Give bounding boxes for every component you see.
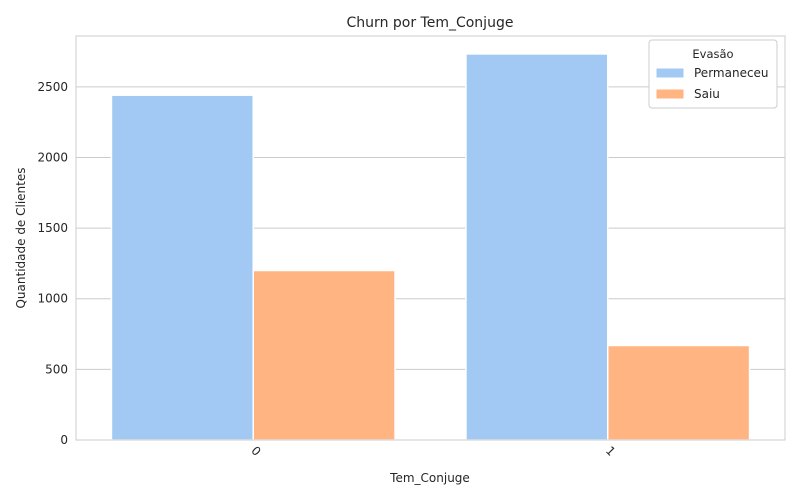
y-tick-label: 0 [60, 433, 68, 447]
chart-title: Churn por Tem_Conjuge [347, 15, 514, 31]
legend-title: Evasão [692, 47, 733, 61]
legend-label-permaneceu: Permaneceu [694, 66, 769, 80]
y-tick-label: 1000 [37, 292, 68, 306]
legend-swatch-permaneceu [655, 67, 685, 79]
y-tick-labels: 0 500 1000 1500 2000 2500 [37, 80, 68, 447]
x-axis-label: Tem_Conjuge [389, 471, 470, 485]
y-tick-label: 500 [45, 362, 68, 376]
y-tick-label: 2500 [37, 80, 68, 94]
legend-label-saiu: Saiu [694, 87, 720, 101]
legend-swatch-saiu [655, 88, 685, 100]
y-tick-label: 2000 [37, 150, 68, 164]
legend: Evasão Permaneceu Saiu [648, 39, 778, 109]
bar-permaneceu-0 [110, 94, 254, 441]
y-tick-label: 1500 [37, 221, 68, 235]
bar-permaneceu-1 [465, 53, 609, 441]
legend-items: Permaneceu Saiu [655, 66, 769, 101]
y-axis-label: Quantidade de Clientes [14, 167, 28, 308]
plot-frame [75, 35, 786, 441]
x-tick-label: 1 [603, 444, 618, 459]
bar-saiu-0 [252, 269, 396, 441]
x-tick-label: 0 [248, 444, 263, 459]
bar-saiu-1 [607, 344, 751, 441]
bars [110, 53, 751, 441]
